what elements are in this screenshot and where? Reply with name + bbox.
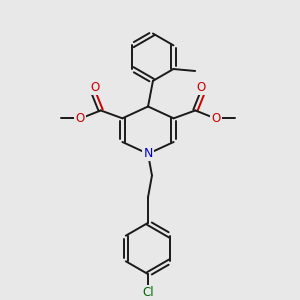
Text: O: O [75, 112, 85, 125]
Text: Cl: Cl [142, 286, 154, 299]
Text: N: N [143, 147, 153, 160]
Text: O: O [196, 81, 206, 94]
Text: O: O [90, 81, 99, 94]
Text: O: O [212, 112, 221, 125]
